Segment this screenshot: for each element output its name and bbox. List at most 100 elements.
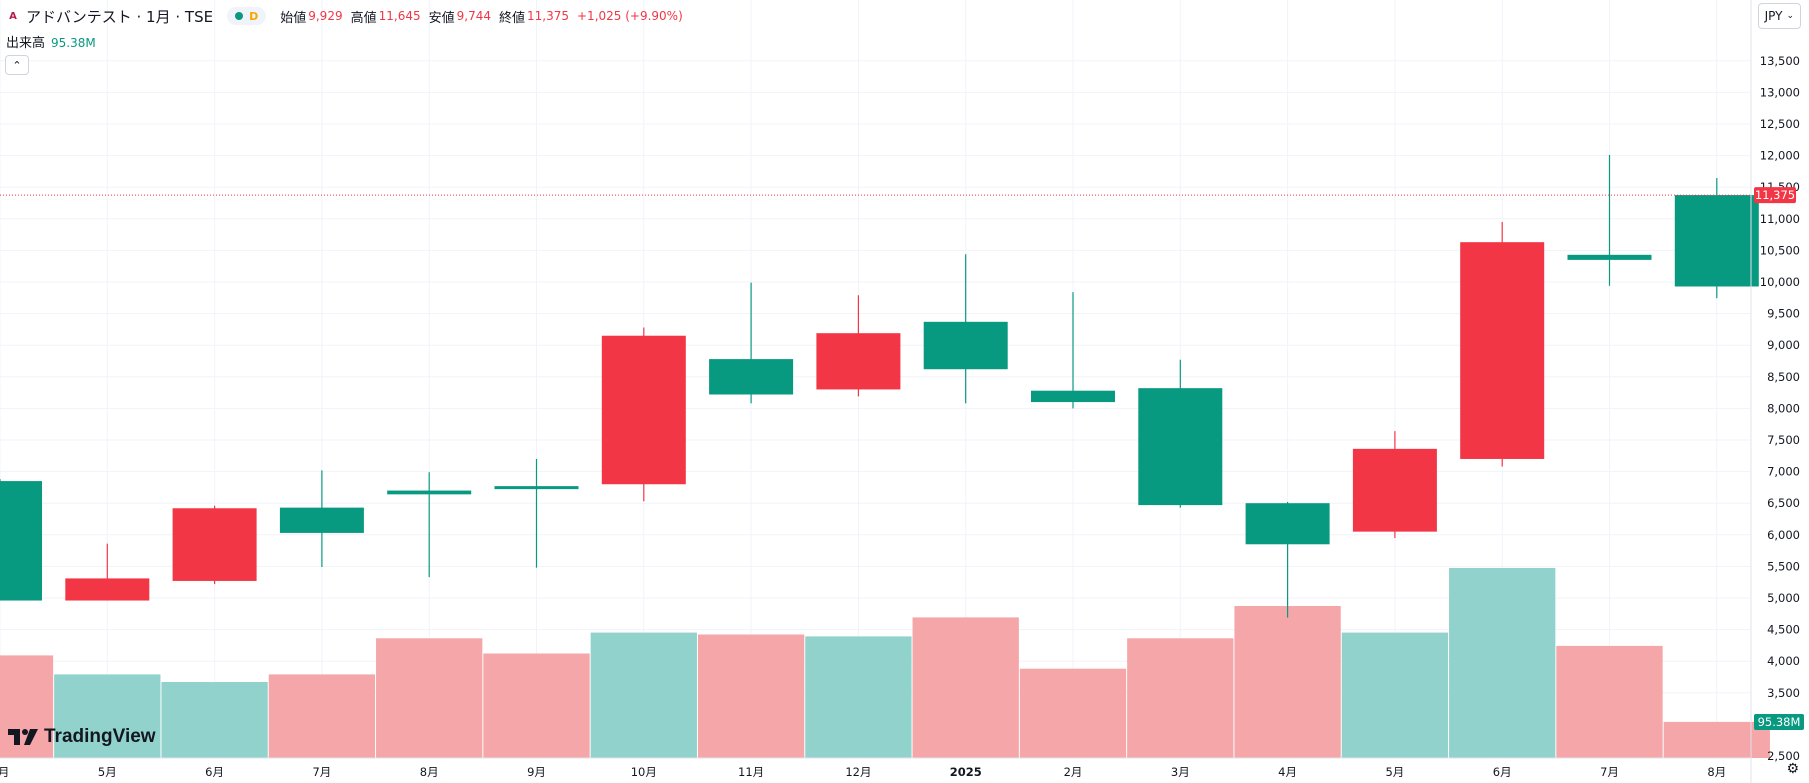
x-tick-label: 9月 <box>527 765 546 779</box>
volume-bar <box>912 617 1019 758</box>
x-tick-label: 5月 <box>1385 765 1404 779</box>
y-tick-label: 3,500 <box>1767 686 1800 700</box>
candle-body <box>494 486 579 490</box>
volume-bar <box>161 682 268 758</box>
x-tick-label: 12月 <box>845 765 871 779</box>
symbol-legend: A アドバンテスト · 1月 · TSE D 始値 9,929 高値 11,64… <box>6 6 691 26</box>
close-value: 11,375 <box>527 9 569 23</box>
y-tick-label: 6,500 <box>1767 496 1800 510</box>
change-value: +1,025 (+9.90%) <box>577 9 683 23</box>
y-tick-label: 9,000 <box>1767 338 1800 352</box>
candle-body <box>0 481 42 601</box>
x-tick-label: 7月 <box>1600 765 1619 779</box>
x-tick-label: 6月 <box>205 765 224 779</box>
x-tick-label: 7月 <box>312 765 331 779</box>
collapse-legend-button[interactable]: ⌃ <box>5 55 29 75</box>
candle-body <box>387 490 472 495</box>
y-tick-label: 11,000 <box>1760 212 1800 226</box>
market-open-dot-icon <box>235 12 244 20</box>
candle-body <box>172 508 257 581</box>
y-tick-label: 12,000 <box>1760 149 1800 163</box>
last-volume-tag-label: 95.38M <box>1758 715 1801 729</box>
volume-bar <box>1663 721 1770 758</box>
dropdown-chevron-icon: ⌄ <box>1786 11 1794 21</box>
x-tick-label: 5月 <box>98 765 117 779</box>
x-tick-label: 3月 <box>1171 765 1190 779</box>
settings-gear-icon: ⚙ <box>1786 761 1799 777</box>
x-tick-label: 2月 <box>1064 765 1083 779</box>
candle-body <box>923 321 1008 370</box>
open-label: 始値 <box>280 10 307 26</box>
y-tick-label: 2,500 <box>1767 749 1800 763</box>
x-tick-label: 10月 <box>631 765 657 779</box>
x-tick-label: 6月 <box>1493 765 1512 779</box>
candle-body <box>1138 388 1223 506</box>
volume-bar <box>1234 606 1341 758</box>
volume-bar <box>483 653 590 758</box>
open-value: 9,929 <box>308 9 343 23</box>
volume-label: 出来高 <box>6 36 46 51</box>
y-tick-label: 8,000 <box>1767 401 1800 415</box>
chart-settings-button[interactable]: ⚙ <box>1786 761 1799 777</box>
y-tick-label: 10,000 <box>1760 275 1800 289</box>
volume-legend: 出来高 95.38M <box>6 32 96 51</box>
close-label: 終値 <box>498 10 525 26</box>
collapse-chevron-icon: ⌃ <box>12 58 22 72</box>
price-tags: 11,375 95.38M <box>0 187 1804 730</box>
y-tick-label: 5,500 <box>1767 559 1800 573</box>
y-tick-label: 7,500 <box>1767 433 1800 447</box>
volume-value: 95.38M <box>51 36 96 50</box>
market-status-pill[interactable]: D <box>227 7 267 25</box>
tradingview-logo-icon <box>8 729 38 745</box>
volume-bar <box>1127 638 1234 758</box>
y-tick-label: 13,000 <box>1760 85 1800 99</box>
candle-body <box>1031 390 1115 403</box>
candle-body <box>1245 503 1330 545</box>
tradingview-watermark[interactable]: TradingView <box>8 726 156 748</box>
volume-bar <box>1019 668 1127 758</box>
volume-bar <box>1449 568 1556 758</box>
high-label: 高値 <box>350 10 377 26</box>
x-tick-label: 8月 <box>1707 765 1726 779</box>
candle-body <box>279 507 364 533</box>
low-label: 安値 <box>428 10 455 26</box>
y-tick-label: 10,500 <box>1760 243 1800 257</box>
y-tick-label: 12,500 <box>1760 117 1800 131</box>
symbol-title[interactable]: アドバンテスト · 1月 · TSE <box>26 7 214 26</box>
currency-button[interactable]: JPY ⌄ <box>1757 3 1801 29</box>
candle-body <box>601 335 686 485</box>
y-tick-label: 4,000 <box>1767 654 1800 668</box>
candlesticks <box>0 154 1759 618</box>
x-tick-label: 4月 <box>1278 765 1297 779</box>
interval-badge: D <box>249 9 259 23</box>
x-tick-label: 2025 <box>950 765 982 779</box>
watermark-text: TradingView <box>44 726 156 747</box>
volume-bar <box>1556 645 1663 758</box>
x-tick-label: 4月 <box>0 765 9 779</box>
candle-body <box>1352 448 1437 532</box>
last-volume-tag <box>1754 714 1804 730</box>
currency-label: JPY <box>1764 9 1783 23</box>
low-value: 9,744 <box>456 9 491 23</box>
volume-bar <box>268 674 376 758</box>
candle-body <box>709 359 794 395</box>
volume-bars <box>0 568 1770 758</box>
y-tick-label: 7,000 <box>1767 465 1800 479</box>
volume-bar <box>697 634 805 758</box>
y-tick-label: 8,500 <box>1767 370 1800 384</box>
last-price-tag-label: 11,375 <box>1755 188 1795 202</box>
last-price-tag <box>1754 187 1796 204</box>
candle-body <box>65 578 150 601</box>
volume-bar <box>1341 632 1449 758</box>
y-tick-label: 6,000 <box>1767 528 1800 542</box>
volume-bar <box>376 638 483 758</box>
x-tick-label: 11月 <box>738 765 764 779</box>
y-tick-label: 13,500 <box>1760 54 1800 68</box>
volume-bar <box>805 636 912 758</box>
y-tick-label: 9,500 <box>1767 307 1800 321</box>
high-value: 11,645 <box>378 9 421 23</box>
x-tick-label: 8月 <box>420 765 439 779</box>
y-tick-label: 5,000 <box>1767 591 1800 605</box>
